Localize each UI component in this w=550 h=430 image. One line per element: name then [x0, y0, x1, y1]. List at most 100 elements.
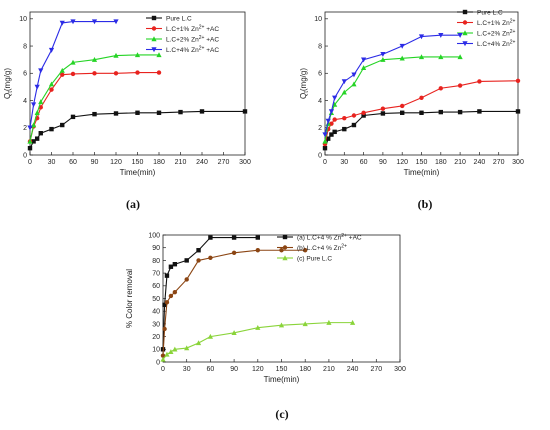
data-point: [242, 109, 248, 114]
x-tick-label: 30: [340, 159, 348, 166]
data-point: [351, 81, 357, 87]
chart-panel-a: 0 30 60 90 120 150 180 210 240 270 300 0 2 4 6 8 10 Time(…: [3, 11, 251, 177]
y-tick-label: 0: [23, 152, 27, 159]
data-point: [380, 52, 386, 57]
y-tick-label: 100: [148, 232, 160, 239]
data-point: [477, 109, 482, 114]
y-tick-label: 10: [152, 347, 160, 354]
data-point: [38, 131, 43, 136]
data-point: [60, 122, 65, 128]
data-point: [184, 345, 190, 351]
data-point: [178, 109, 183, 115]
data-point: [418, 34, 425, 40]
legend-marker: [151, 36, 157, 42]
y-tick-label: 4: [23, 98, 27, 105]
data-point: [160, 356, 166, 362]
legend-label: L.C+4% Zn2+: [477, 39, 515, 48]
data-point: [70, 71, 76, 77]
data-point: [332, 129, 337, 135]
data-point: [302, 321, 308, 327]
data-point: [329, 132, 334, 137]
x-tick-label: 300: [512, 159, 524, 166]
data-point: [34, 136, 40, 141]
x-tick-label: 180: [299, 366, 311, 373]
legend-marker: [462, 9, 468, 15]
caption-a: (a): [126, 197, 140, 211]
data-point: [172, 346, 178, 352]
data-point: [418, 54, 425, 60]
data-point: [399, 55, 405, 61]
data-point: [255, 325, 261, 330]
x-tick-label: 210: [323, 366, 335, 373]
data-point: [34, 110, 40, 115]
data-point: [231, 235, 237, 240]
legend-label: L.C+1% Zn2+ +AC: [166, 24, 219, 33]
legend-label: (c) Pure L.C: [297, 255, 332, 262]
y-tick-label: 0: [318, 152, 322, 159]
data-point: [38, 99, 44, 105]
x-tick-label: 300: [394, 366, 406, 373]
x-tick-label: 0: [161, 366, 165, 373]
x-axis-label: Time(min): [404, 168, 440, 177]
x-tick-label: 240: [196, 159, 208, 166]
legend-label: L.C+2% Zn2+: [477, 29, 515, 38]
data-point: [332, 95, 338, 101]
data-point: [438, 32, 444, 38]
data-point: [30, 102, 37, 108]
series-line: [29, 110, 245, 149]
data-point: [49, 87, 54, 92]
y-tick-label: 2: [318, 125, 322, 132]
data-point: [380, 56, 386, 62]
chart-panel-c: 0 30 60 90 120 150 180 210 240 270 300 0 10 20 30 40 50 6…: [125, 232, 406, 384]
series-line: [162, 236, 258, 350]
data-point: [164, 273, 170, 278]
data-point: [322, 138, 328, 144]
data-point: [113, 52, 119, 58]
data-point: [172, 262, 178, 267]
data-point: [361, 113, 366, 118]
x-tick-label: 120: [110, 159, 122, 166]
data-point: [207, 333, 213, 339]
data-point: [341, 79, 347, 85]
data-point: [113, 71, 119, 76]
data-point: [332, 117, 337, 122]
data-point: [278, 322, 285, 328]
data-point: [325, 118, 331, 124]
data-point: [184, 277, 189, 282]
data-point: [326, 136, 331, 141]
y-tick-label: 10: [314, 16, 322, 23]
x-tick-label: 240: [347, 366, 359, 373]
y-tick-label: 8: [23, 43, 27, 50]
legend-marker: [282, 245, 288, 250]
data-point: [400, 110, 405, 115]
data-point: [341, 89, 347, 95]
x-tick-label: 60: [360, 159, 368, 166]
data-point: [457, 109, 463, 115]
legend-marker: [462, 41, 468, 47]
x-tick-label: 300: [239, 159, 251, 166]
data-point: [351, 122, 357, 128]
plot-frame: [29, 11, 246, 156]
y-tick-label: 6: [23, 71, 27, 78]
data-point: [322, 145, 328, 151]
data-point: [361, 65, 367, 71]
x-tick-label: 90: [379, 159, 387, 166]
data-point: [172, 289, 178, 295]
data-point: [208, 235, 213, 240]
data-point: [350, 319, 356, 325]
data-point: [48, 47, 55, 53]
data-point: [70, 114, 76, 120]
y-tick-label: 6: [318, 71, 322, 78]
x-axis-label: Time(min): [264, 375, 300, 384]
data-point: [322, 132, 328, 138]
x-tick-label: 0: [323, 159, 327, 166]
y-tick-label: 80: [152, 258, 160, 265]
y-axis-label: Qt(mg/g): [3, 68, 14, 99]
legend-label: Pure L.C: [166, 15, 192, 22]
data-point: [380, 111, 386, 116]
data-point: [27, 125, 33, 131]
data-point: [27, 145, 33, 151]
data-point: [438, 54, 444, 60]
data-point: [59, 20, 65, 26]
data-point: [279, 248, 284, 253]
